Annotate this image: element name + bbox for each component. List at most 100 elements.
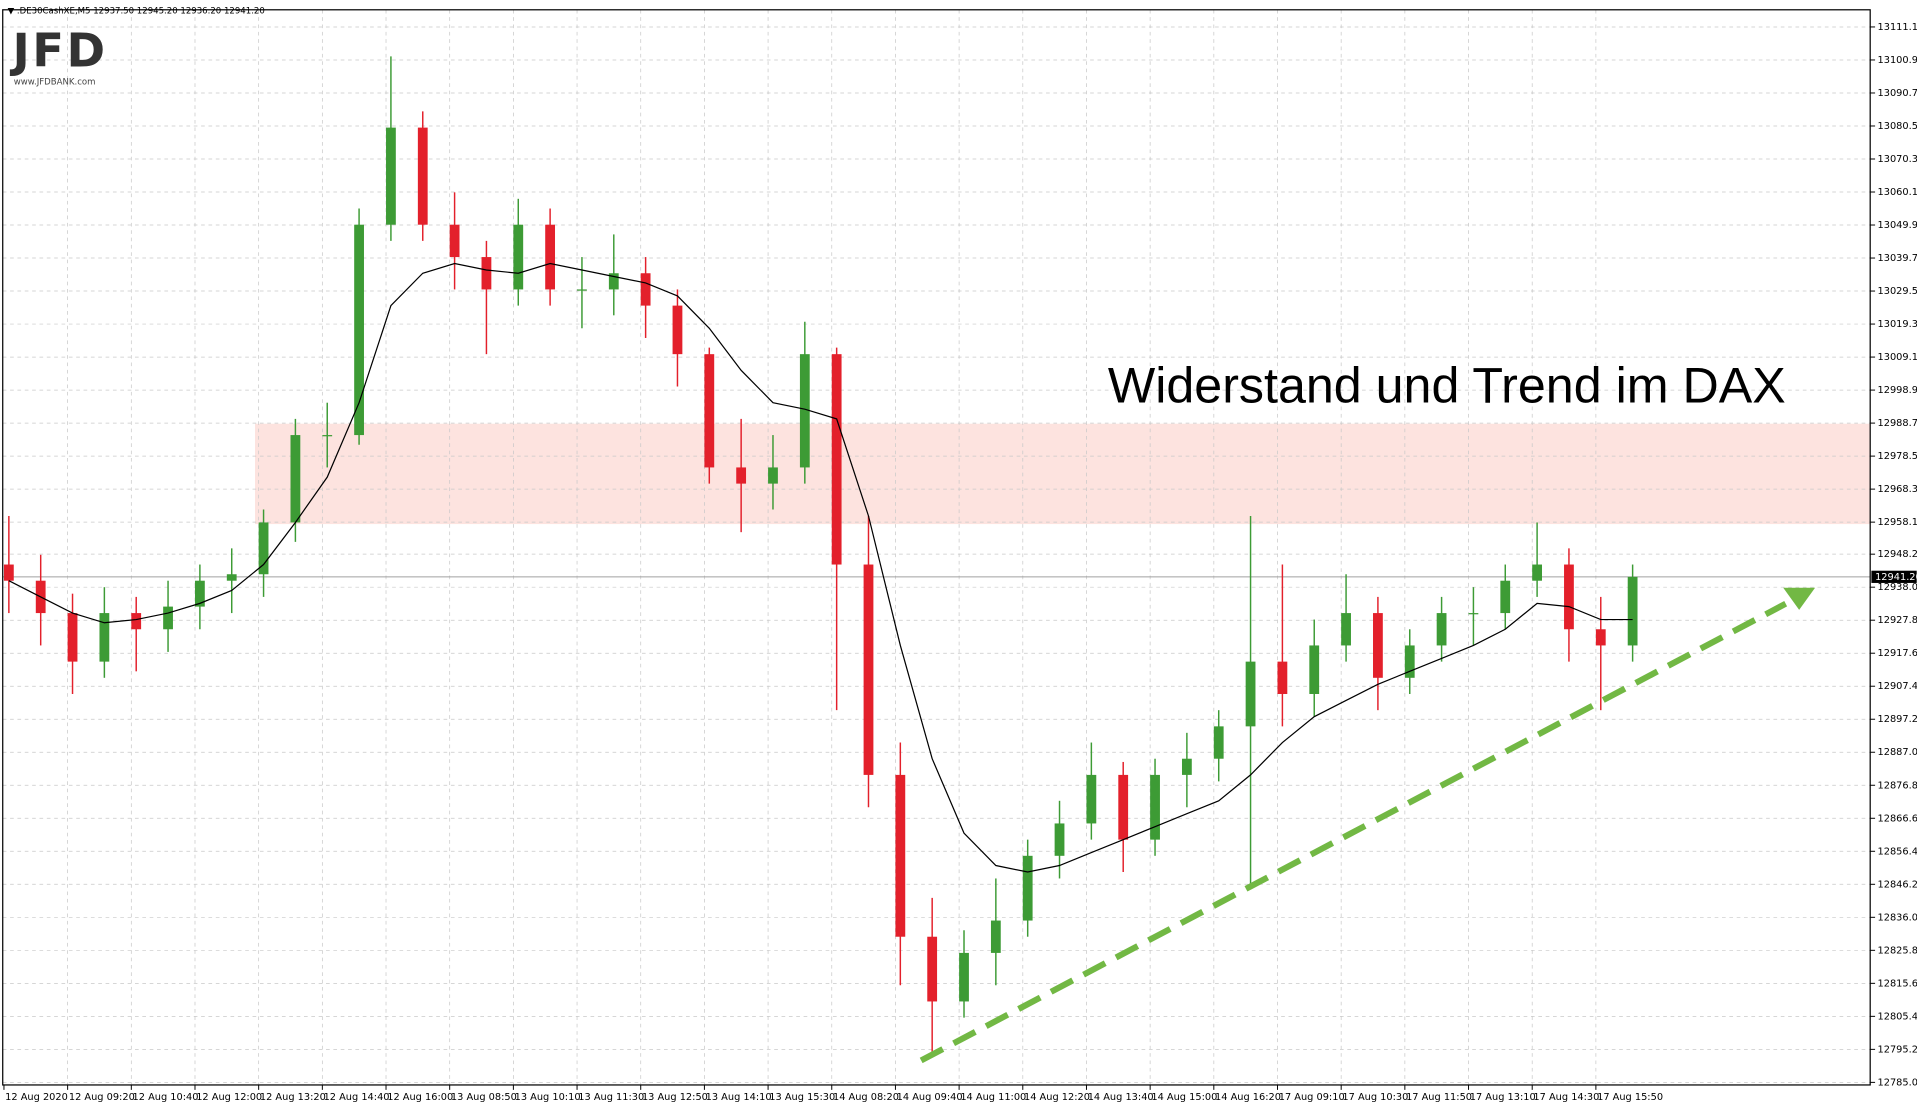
candle-body	[831, 354, 842, 565]
x-tick-label: 17 Aug 15:50	[1597, 1092, 1663, 1103]
last-price-box	[1871, 570, 1917, 583]
candle-body	[1627, 576, 1638, 646]
y-tick-label: 12978.50	[1878, 451, 1917, 462]
y-tick-label: 13029.50	[1878, 286, 1917, 297]
x-tick-label: 14 Aug 15:00	[1151, 1092, 1217, 1103]
candle-body	[1213, 726, 1224, 759]
candle-body	[736, 467, 747, 484]
candle-body	[990, 920, 1001, 953]
x-tick-label: 14 Aug 09:40	[897, 1092, 963, 1103]
candle-body	[1468, 613, 1479, 615]
y-tick-label: 12825.80	[1878, 945, 1917, 956]
header: ▼ .DE30CashXE,M5 12937.50 12945.20 12936…	[8, 7, 265, 17]
candle-body	[1373, 613, 1383, 678]
candle-body	[1181, 758, 1192, 775]
candle-body	[1245, 661, 1256, 727]
candle-body	[1277, 661, 1288, 694]
x-tick-label: 17 Aug 09:10	[1279, 1092, 1345, 1103]
candle-body	[1532, 564, 1543, 581]
y-tick-label: 12876.80	[1878, 780, 1917, 791]
candle-body	[704, 354, 715, 468]
candle-body	[354, 224, 364, 436]
y-tick-label: 13090.70	[1878, 88, 1917, 99]
y-tick-label: 12988.70	[1878, 418, 1917, 429]
y-tick-label: 12968.30	[1878, 484, 1917, 495]
candle-body	[417, 127, 428, 225]
candle-body	[1086, 774, 1097, 824]
y-tick-label: 12958.10	[1878, 517, 1917, 528]
y-tick-label: 12938.00	[1878, 582, 1917, 593]
candle-body	[672, 305, 683, 355]
y-tick-label: 12836.00	[1878, 912, 1917, 923]
x-tick-label: 13 Aug 15:30	[769, 1092, 835, 1103]
x-tick-label: 12 Aug 14:40	[324, 1092, 390, 1103]
y-tick-label: 12897.20	[1878, 714, 1917, 725]
x-tick-label: 14 Aug 08:20	[833, 1092, 899, 1103]
candle-body	[194, 580, 205, 607]
y-tick-label: 12927.80	[1878, 615, 1917, 626]
x-tick-label: 17 Aug 13:10	[1470, 1092, 1536, 1103]
x-tick-label: 13 Aug 12:50	[642, 1092, 708, 1103]
candle-body	[1500, 580, 1511, 614]
y-tick-label: 12846.20	[1878, 879, 1917, 890]
x-tick-label: 12 Aug 12:00	[196, 1092, 262, 1103]
resistance-zone	[254, 423, 1871, 525]
candle-body	[67, 613, 78, 662]
candle-body	[863, 564, 874, 775]
candle-body	[640, 273, 651, 306]
candle-body	[1404, 645, 1415, 678]
y-tick-label: 13009.10	[1878, 352, 1917, 363]
y-tick-label: 12815.60	[1878, 978, 1917, 989]
y-tick-label: 12917.60	[1878, 648, 1917, 659]
y-tick-label: 12948.20	[1878, 549, 1917, 560]
candle-body	[577, 289, 587, 291]
y-tick-label: 12785.00	[1878, 1077, 1917, 1088]
candle-body	[290, 435, 301, 523]
annotation: Widerstand und Trend im DAX	[1108, 358, 1786, 414]
x-tick-label: 14 Aug 16:20	[1215, 1092, 1281, 1103]
x-tick-label: 14 Aug 12:20	[1024, 1092, 1090, 1103]
x-tick-label: 12 Aug 09:20	[69, 1092, 135, 1103]
x-tick-label: 12 Aug 13:20	[260, 1092, 326, 1103]
y-tick-label: 12907.40	[1878, 681, 1917, 692]
y-tick-label: 13019.30	[1878, 319, 1917, 330]
candle-body	[927, 936, 938, 1002]
last-price-label: 12941.20	[1875, 572, 1917, 583]
y-tick-label: 12887.00	[1878, 747, 1917, 758]
candle-body	[99, 613, 110, 662]
candle-body	[1595, 629, 1606, 646]
candle-body	[226, 574, 237, 581]
x-tick-label: 17 Aug 10:30	[1342, 1092, 1408, 1103]
x-tick-label: 14 Aug 11:00	[960, 1092, 1026, 1103]
x-tick-label: 12 Aug 16:00	[387, 1092, 453, 1103]
candle-body	[768, 467, 778, 484]
x-tick-label: 12 Aug 2020	[5, 1092, 68, 1103]
candle-body	[1022, 855, 1033, 921]
x-tick-label: 13 Aug 14:10	[706, 1092, 772, 1103]
x-tick-label: 17 Aug 11:50	[1406, 1092, 1472, 1103]
candle-body	[449, 224, 460, 258]
candle-body	[1564, 564, 1574, 630]
candle-body	[322, 435, 333, 437]
y-tick-label: 13070.30	[1878, 154, 1917, 165]
candle-body	[608, 273, 619, 290]
x-tick-label: 14 Aug 13:40	[1088, 1092, 1154, 1103]
x-tick-label: 13 Aug 10:10	[515, 1092, 581, 1103]
y-tick-label: 13111.10	[1878, 22, 1917, 33]
logo: JFD	[10, 23, 108, 77]
candle-body	[895, 774, 906, 937]
y-tick-label: 13100.90	[1878, 55, 1917, 66]
moving-average	[8, 262, 1633, 873]
candle-body	[1341, 613, 1351, 646]
candle-body	[799, 354, 810, 468]
x-tick-label: 12 Aug 10:40	[133, 1092, 199, 1103]
candle-body	[513, 224, 524, 290]
candle-body	[1436, 613, 1447, 646]
y-tick-label: 12805.40	[1878, 1011, 1917, 1022]
mark-layer	[3, 56, 1638, 1057]
candle-body	[1054, 823, 1065, 856]
candle-body	[1309, 645, 1320, 694]
y-tick-label: 13039.70	[1878, 253, 1917, 264]
